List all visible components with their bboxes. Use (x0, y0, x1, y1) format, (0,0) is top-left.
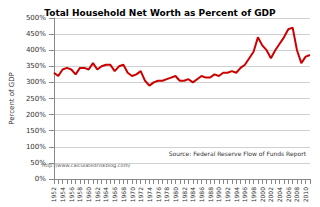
svg-text:1976: 1976 (155, 187, 162, 202)
svg-text:1984: 1984 (189, 187, 196, 202)
svg-text:2002: 2002 (267, 187, 274, 202)
svg-text:1992: 1992 (224, 187, 231, 202)
svg-text:350%: 350% (26, 62, 46, 70)
svg-text:1966: 1966 (111, 187, 118, 202)
svg-text:1954: 1954 (59, 187, 66, 202)
svg-text:1990: 1990 (215, 187, 222, 202)
svg-text:1968: 1968 (120, 187, 127, 202)
svg-text:400%: 400% (26, 46, 46, 54)
svg-text:http://www.calculatedriskblog.: http://www.calculatedriskblog.com/ (42, 162, 131, 169)
svg-text:1972: 1972 (137, 187, 144, 202)
svg-text:1994: 1994 (233, 187, 240, 202)
svg-text:2008: 2008 (293, 187, 300, 202)
svg-text:1988: 1988 (207, 187, 214, 202)
svg-text:250%: 250% (26, 95, 46, 103)
svg-text:1952: 1952 (50, 187, 57, 202)
svg-text:Source: Federal Reserve Flow o: Source: Federal Reserve Flow of Funds Re… (169, 150, 307, 158)
svg-text:50%: 50% (30, 159, 46, 167)
svg-text:2000: 2000 (259, 187, 266, 202)
svg-text:1960: 1960 (85, 187, 92, 202)
svg-text:1962: 1962 (94, 187, 101, 202)
svg-text:1980: 1980 (172, 187, 179, 202)
svg-text:300%: 300% (26, 78, 46, 86)
svg-text:Total Household Net Worth as P: Total Household Net Worth as Percent of … (44, 8, 276, 18)
svg-text:100%: 100% (26, 143, 46, 151)
svg-text:1986: 1986 (198, 187, 205, 202)
svg-text:1970: 1970 (129, 187, 136, 202)
svg-text:450%: 450% (26, 30, 46, 38)
svg-text:1998: 1998 (250, 187, 257, 202)
svg-text:500%: 500% (26, 14, 46, 22)
svg-text:1964: 1964 (102, 187, 109, 202)
svg-text:0%: 0% (35, 175, 46, 183)
svg-text:1958: 1958 (76, 187, 83, 202)
svg-text:1978: 1978 (163, 187, 170, 202)
svg-text:2006: 2006 (285, 187, 292, 202)
svg-text:2010: 2010 (302, 187, 309, 202)
svg-text:200%: 200% (26, 111, 46, 119)
svg-text:2004: 2004 (276, 187, 283, 202)
svg-text:1996: 1996 (241, 187, 248, 202)
svg-text:1974: 1974 (146, 187, 153, 202)
svg-text:1982: 1982 (181, 187, 188, 202)
svg-text:Percent of GDP: Percent of GDP (8, 72, 16, 125)
svg-text:150%: 150% (26, 127, 46, 135)
svg-text:1956: 1956 (68, 187, 75, 202)
